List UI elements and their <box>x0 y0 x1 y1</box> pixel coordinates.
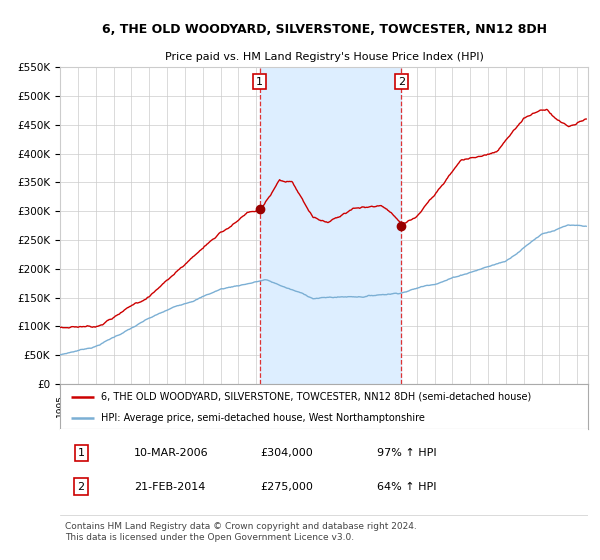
Text: Price paid vs. HM Land Registry's House Price Index (HPI): Price paid vs. HM Land Registry's House … <box>164 52 484 62</box>
Text: 64% ↑ HPI: 64% ↑ HPI <box>377 482 436 492</box>
Text: 1: 1 <box>256 77 263 87</box>
Text: 10-MAR-2006: 10-MAR-2006 <box>134 448 209 458</box>
Text: HPI: Average price, semi-detached house, West Northamptonshire: HPI: Average price, semi-detached house,… <box>101 413 425 423</box>
Text: £275,000: £275,000 <box>260 482 314 492</box>
Text: 6, THE OLD WOODYARD, SILVERSTONE, TOWCESTER, NN12 8DH: 6, THE OLD WOODYARD, SILVERSTONE, TOWCES… <box>101 23 547 36</box>
Text: 1: 1 <box>77 448 85 458</box>
Text: 21-FEB-2014: 21-FEB-2014 <box>134 482 205 492</box>
Bar <box>260 67 401 384</box>
Text: Contains HM Land Registry data © Crown copyright and database right 2024.
This d: Contains HM Land Registry data © Crown c… <box>65 522 417 542</box>
Text: 2: 2 <box>77 482 85 492</box>
Text: 2: 2 <box>398 77 405 87</box>
Text: 97% ↑ HPI: 97% ↑ HPI <box>377 448 436 458</box>
Text: 6, THE OLD WOODYARD, SILVERSTONE, TOWCESTER, NN12 8DH (semi-detached house): 6, THE OLD WOODYARD, SILVERSTONE, TOWCES… <box>101 391 532 402</box>
Text: £304,000: £304,000 <box>260 448 313 458</box>
